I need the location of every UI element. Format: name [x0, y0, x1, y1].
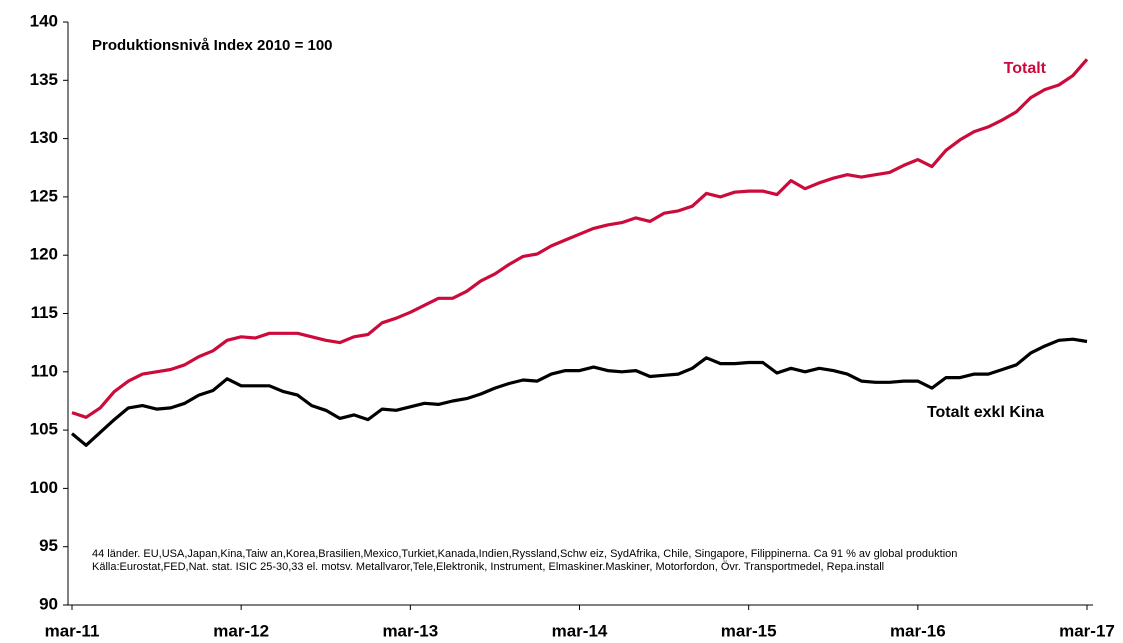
series-label: Totalt exkl Kina — [927, 404, 1044, 421]
x-tick-label: mar-17 — [1059, 621, 1115, 640]
note: Källa:Eurostat,FED,Nat. stat. ISIC 25-30… — [92, 561, 884, 573]
y-tick-label: 100 — [30, 478, 58, 497]
y-tick-label: 95 — [39, 536, 58, 555]
x-tick-label: mar-15 — [721, 621, 777, 640]
note: 44 länder. EU,USA,Japan,Kina,Taiw an,Kor… — [92, 548, 957, 560]
series-line — [70, 337, 1088, 447]
y-tick-label: 140 — [30, 11, 58, 30]
y-tick-label: 90 — [39, 594, 58, 613]
y-tick-label: 105 — [30, 420, 58, 439]
y-tick-label: 120 — [30, 245, 58, 264]
y-tick-label: 125 — [30, 186, 58, 205]
y-tick-label: 130 — [30, 128, 58, 147]
x-tick-label: mar-14 — [552, 621, 608, 640]
series-label: Totalt — [1004, 60, 1047, 77]
x-tick-label: mar-11 — [45, 621, 100, 640]
y-tick-label: 115 — [31, 303, 58, 322]
y-tick-label: 135 — [30, 70, 58, 89]
y-tick-label: 110 — [31, 361, 58, 380]
x-tick-label: mar-12 — [213, 621, 269, 640]
chart-title: Produktionsnivå Index 2010 = 100 — [92, 37, 333, 54]
series-line — [71, 58, 1089, 419]
x-tick-label: mar-16 — [890, 621, 946, 640]
x-tick-label: mar-13 — [382, 621, 438, 640]
